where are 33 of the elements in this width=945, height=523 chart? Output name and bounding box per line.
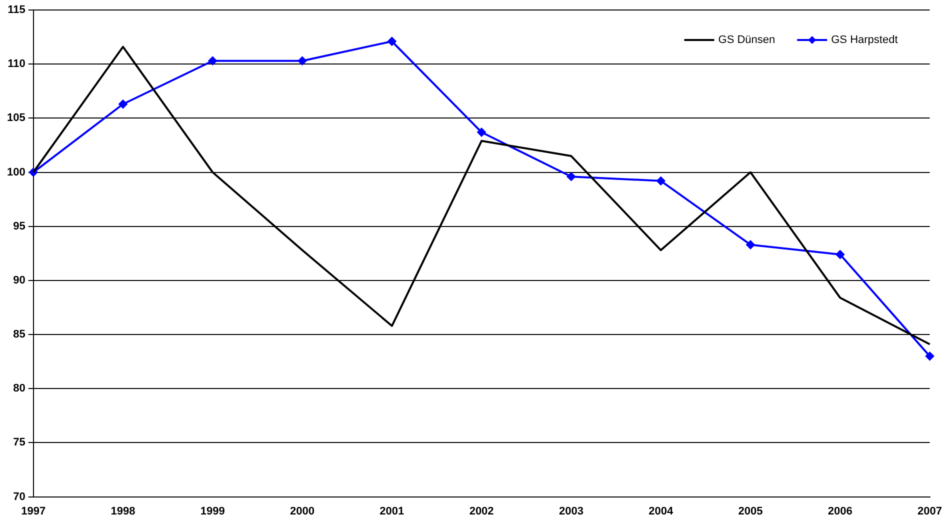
- point: [566, 172, 576, 182]
- point: [746, 240, 755, 250]
- point: [298, 56, 307, 66]
- point: [387, 36, 396, 46]
- x-tick-label: 2003: [558, 505, 584, 518]
- y-tick-label: 75: [13, 436, 26, 449]
- x-tick-label: 2006: [828, 505, 852, 518]
- x-tick-label: 2004: [648, 505, 674, 518]
- point: [656, 176, 666, 186]
- x-tick-label: 2002: [469, 505, 494, 518]
- point: [118, 100, 128, 109]
- y-tick-label: 80: [13, 382, 26, 395]
- y-tick-label: 110: [8, 58, 26, 70]
- x-tick-label: 1999: [200, 505, 225, 518]
- legend-label: GS Harpstedt: [831, 34, 898, 46]
- x-tick-label: 2005: [738, 505, 763, 518]
- x-tick-label: 2007: [918, 505, 942, 518]
- y-tick-label: 95: [13, 220, 26, 232]
- point: [836, 250, 845, 259]
- y-tick-label: 105: [6, 112, 26, 124]
- y-tick-label: 100: [6, 166, 26, 178]
- y-tick-label: 115: [8, 4, 26, 16]
- point: [925, 352, 934, 361]
- point: [208, 56, 218, 66]
- x-tick-label: 1997: [21, 505, 46, 518]
- y-tick-label: 90: [13, 274, 26, 286]
- legend-label: GS Dünsen: [718, 34, 776, 46]
- y-tick-label: 85: [13, 328, 26, 341]
- y-tick-label: 70: [13, 490, 26, 503]
- x-tick-label: 2001: [380, 505, 404, 518]
- point: [477, 128, 486, 137]
- x-tick-label: 1998: [110, 505, 136, 518]
- x-tick-label: 2000: [290, 505, 315, 518]
